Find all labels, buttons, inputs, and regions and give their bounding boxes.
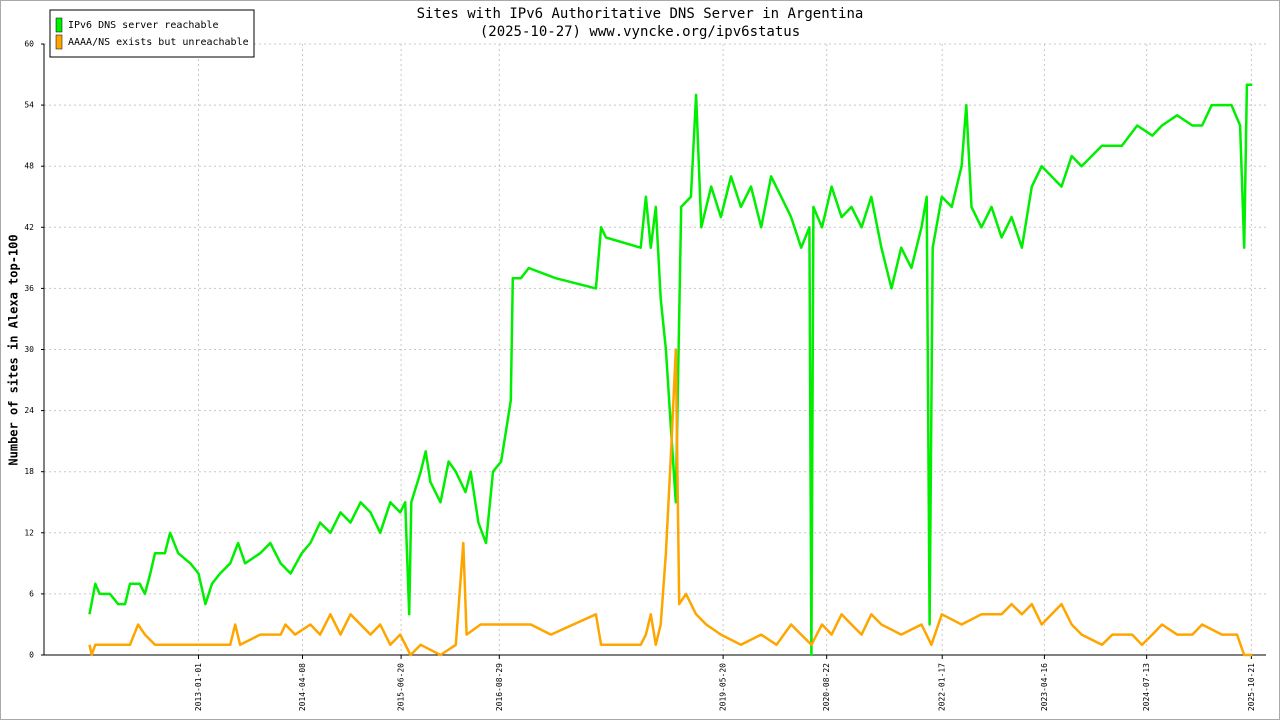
y-axis-label: Number of sites in Alexa top-100 [7,234,21,465]
chart-subtitle: (2025-10-27) www.vyncke.org/ipv6status [480,24,800,40]
y-tick-label: 24 [24,406,34,415]
legend-swatch [55,34,63,50]
x-tick-label: 2014-04-08 [298,663,307,711]
series-line [88,83,1253,657]
x-tick-label: 2020-08-22 [822,663,831,711]
x-tick-label: 2016-08-29 [495,663,504,711]
x-tick-label: 2019-05-20 [719,663,728,711]
x-tick-label: 2015-06-20 [397,663,406,711]
y-tick-label: 54 [24,101,34,110]
y-tick-label: 36 [24,284,34,293]
y-tick-label: 6 [29,589,34,598]
series-line [88,348,1253,657]
legend-label: AAAA/NS exists but unreachable [68,37,249,48]
y-tick-label: 48 [24,162,34,171]
y-tick-label: 30 [24,345,34,354]
y-tick-label: 12 [24,528,34,537]
y-tick-label: 0 [29,651,34,660]
x-tick-label: 2022-01-17 [938,663,947,711]
x-tick-label: 2024-07-13 [1142,663,1151,711]
x-tick-label: 2023-04-16 [1040,663,1049,711]
x-tick-label: 2025-10-21 [1247,663,1256,711]
legend-swatch [55,17,63,33]
y-tick-label: 42 [24,223,34,232]
y-tick-label: 60 [24,40,34,49]
legend-box [49,9,255,58]
x-tick-label: 2013-01-01 [194,663,203,711]
chart-title: Sites with IPv6 Authoritative DNS Server… [417,6,864,22]
legend-label: IPv6 DNS server reachable [68,20,219,31]
y-tick-label: 18 [24,467,34,476]
